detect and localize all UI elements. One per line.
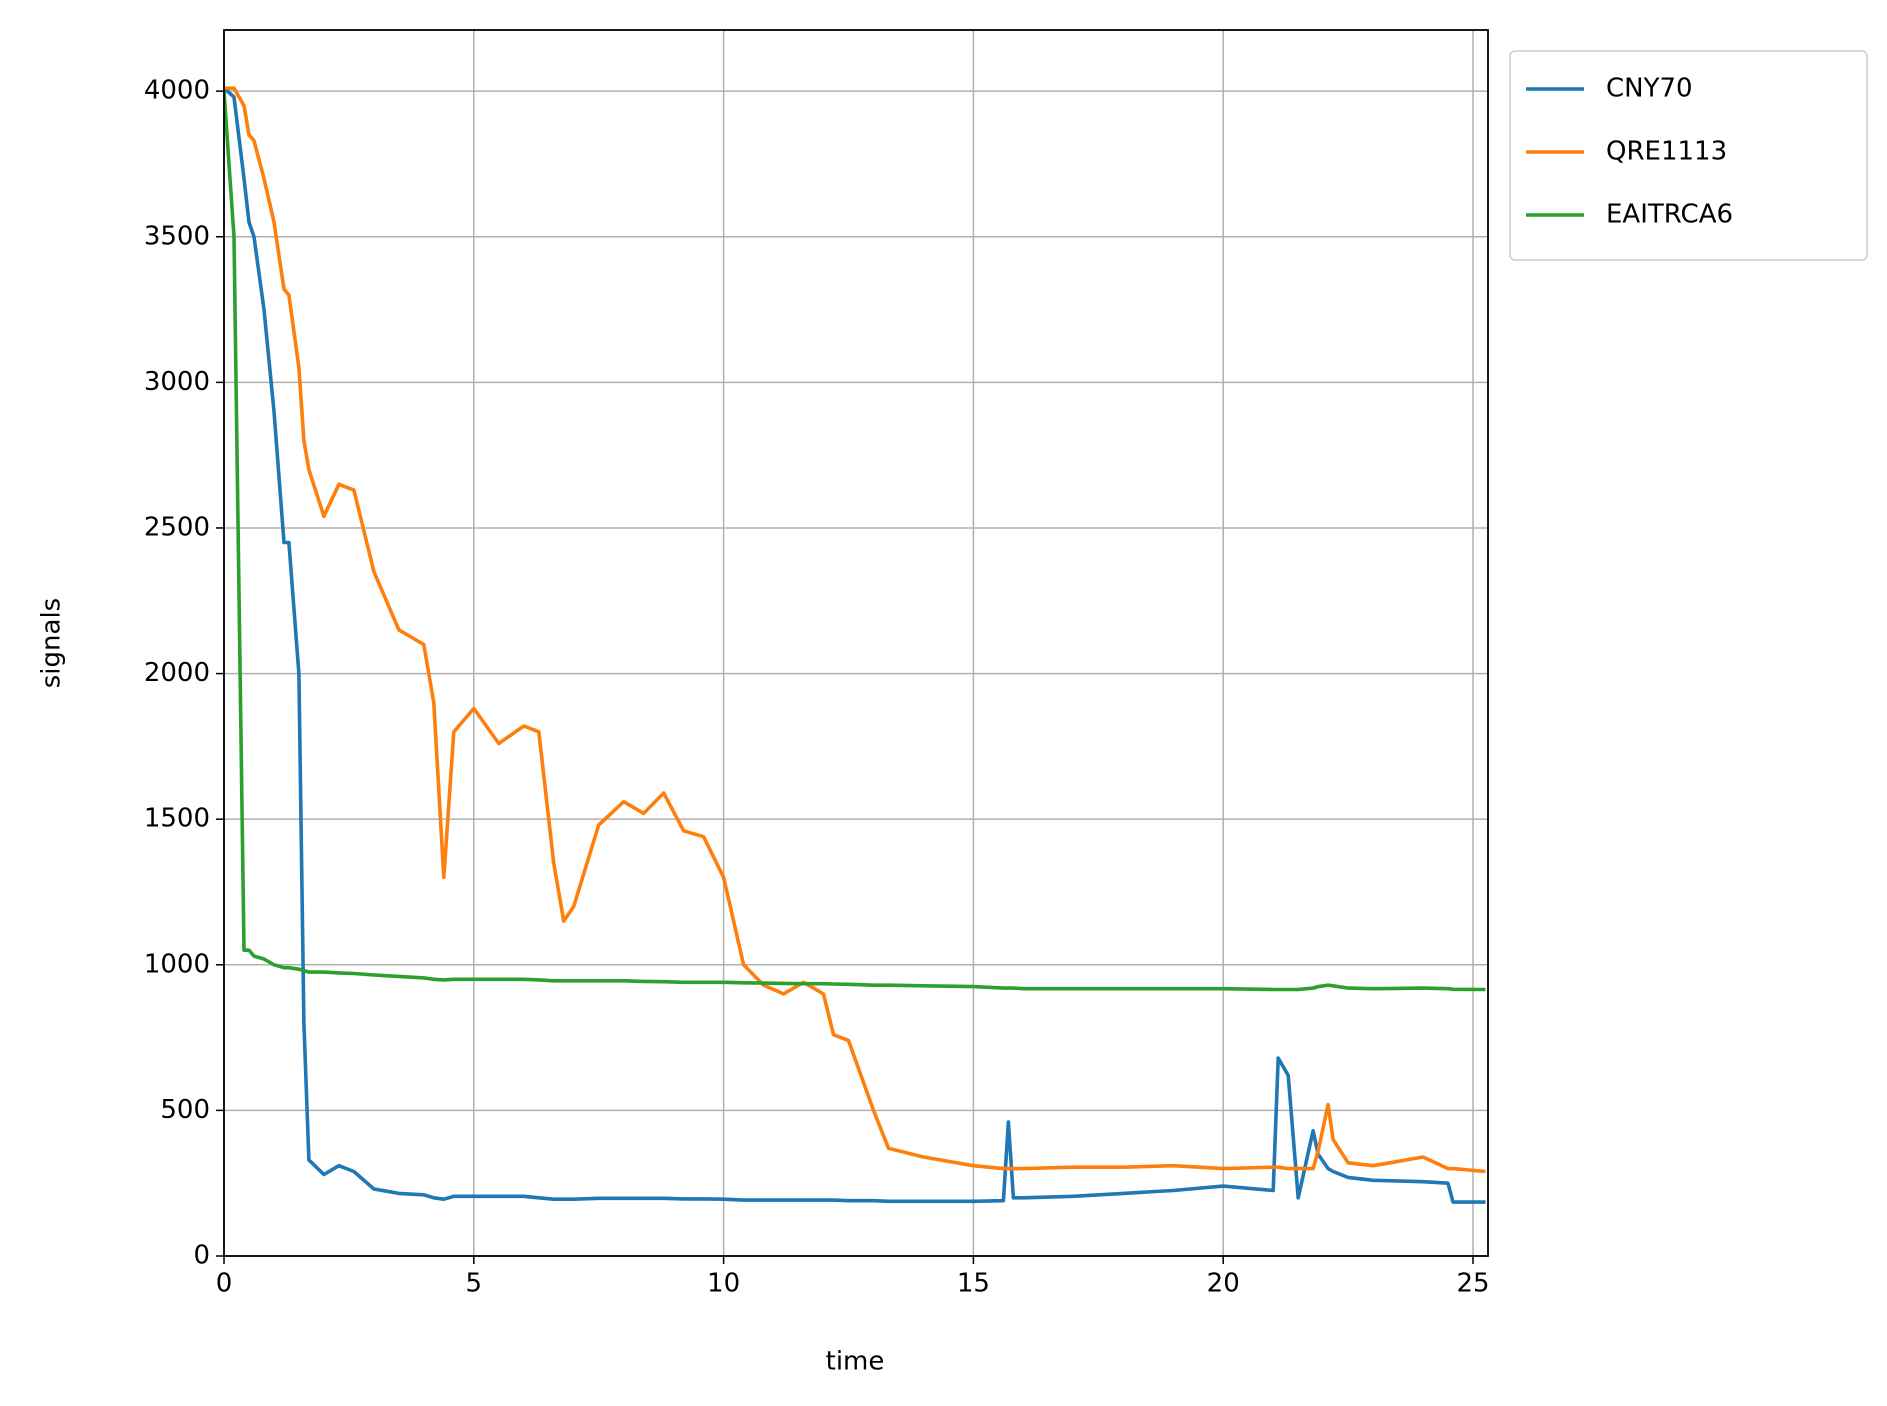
y-axis-label: signals <box>37 598 67 688</box>
y-tick-label: 2000 <box>144 658 210 688</box>
x-tick-label: 15 <box>957 1269 990 1299</box>
series-line <box>224 86 1486 1204</box>
legend-label: EAITRCA6 <box>1606 200 1733 230</box>
x-axis-label: time <box>826 1347 885 1377</box>
x-tick-label: 10 <box>707 1269 740 1299</box>
x-tick-label: 20 <box>1207 1269 1240 1299</box>
y-tick-label: 2500 <box>144 512 210 542</box>
legend-box <box>1509 50 1868 261</box>
y-tick-label: 0 <box>193 1241 210 1271</box>
plot-frame <box>223 29 1489 1257</box>
series-line <box>224 86 1486 1174</box>
y-tick-label: 4000 <box>144 76 210 106</box>
x-tick-label: 25 <box>1456 1269 1489 1299</box>
x-tick-label: 0 <box>216 1269 233 1299</box>
y-tick-label: 3000 <box>144 367 210 397</box>
legend-label: CNY70 <box>1606 74 1693 104</box>
legend-label: QRE1113 <box>1606 137 1727 167</box>
y-tick-label: 3500 <box>144 221 210 251</box>
y-tick-label: 1000 <box>144 949 210 979</box>
series-line <box>224 91 1486 992</box>
y-tick-label: 1500 <box>144 804 210 834</box>
x-tick-label: 5 <box>466 1269 483 1299</box>
y-tick-label: 500 <box>160 1095 210 1125</box>
